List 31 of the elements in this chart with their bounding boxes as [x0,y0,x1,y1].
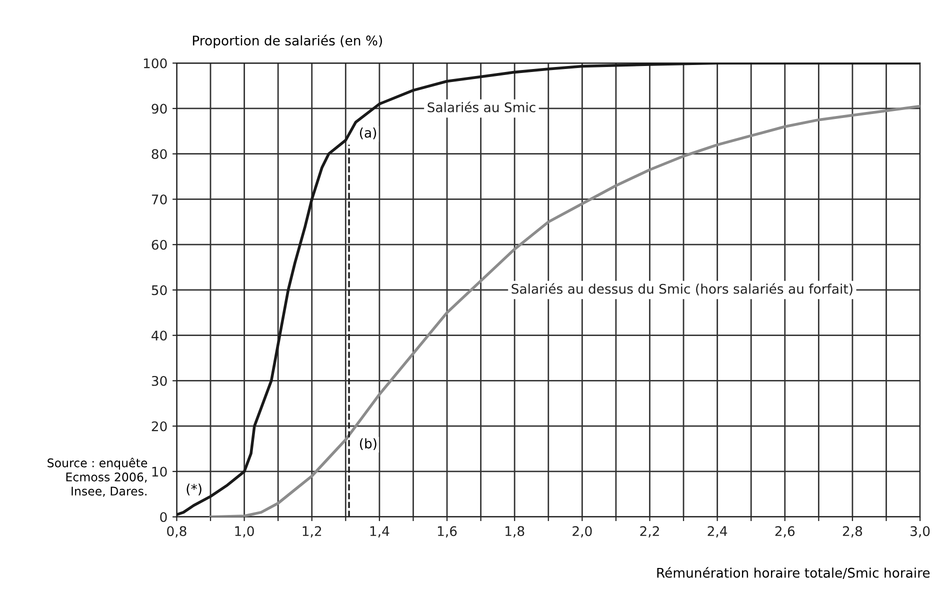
x-tick-label: 2,4 [708,526,728,538]
y-axis-title: Proportion de salariés (en %) [192,34,382,48]
source-note: Source : enquête Ecmoss 2006, Insee, Dares. [48,458,148,497]
x-tick-label: 1,0 [235,526,254,538]
y-tick-label: 60 [152,240,167,250]
x-tick-label: 2,0 [572,526,592,538]
x-tick-label: 1,8 [506,526,524,538]
x-tick-label: 1,4 [370,526,390,538]
x-tick-label: 2,6 [775,526,795,538]
annotation: (b) [360,438,376,450]
y-tick-label: 70 [152,194,167,204]
x-tick-label: 1,2 [302,526,322,538]
y-tick-label: 100 [144,58,167,68]
y-tick-label: 90 [152,104,167,114]
x-tick-label: 2,8 [842,526,862,538]
y-tick-label: 10 [152,466,167,477]
x-tick-label: 2,2 [640,526,659,538]
y-tick-label: 80 [152,149,167,160]
y-tick-label: 40 [152,330,167,341]
annotation: (*) [186,484,202,496]
series-label: Salariés au Smic [428,102,536,112]
y-tick-label: 30 [152,376,167,386]
x-tick-label: 0,8 [167,526,186,538]
x-tick-label: 3,0 [910,526,930,538]
series-label: Salariés au dessus du Smic (hors salariés au forfait) [512,283,852,296]
annotation: (a) [360,127,376,140]
x-axis-title: Rémunération horaire totale/Smic horaire [657,567,930,579]
y-tick-label: 50 [152,285,167,296]
y-tick-label: 0 [160,512,167,522]
y-tick-label: 20 [152,421,167,432]
x-tick-label: 1,6 [438,526,457,538]
